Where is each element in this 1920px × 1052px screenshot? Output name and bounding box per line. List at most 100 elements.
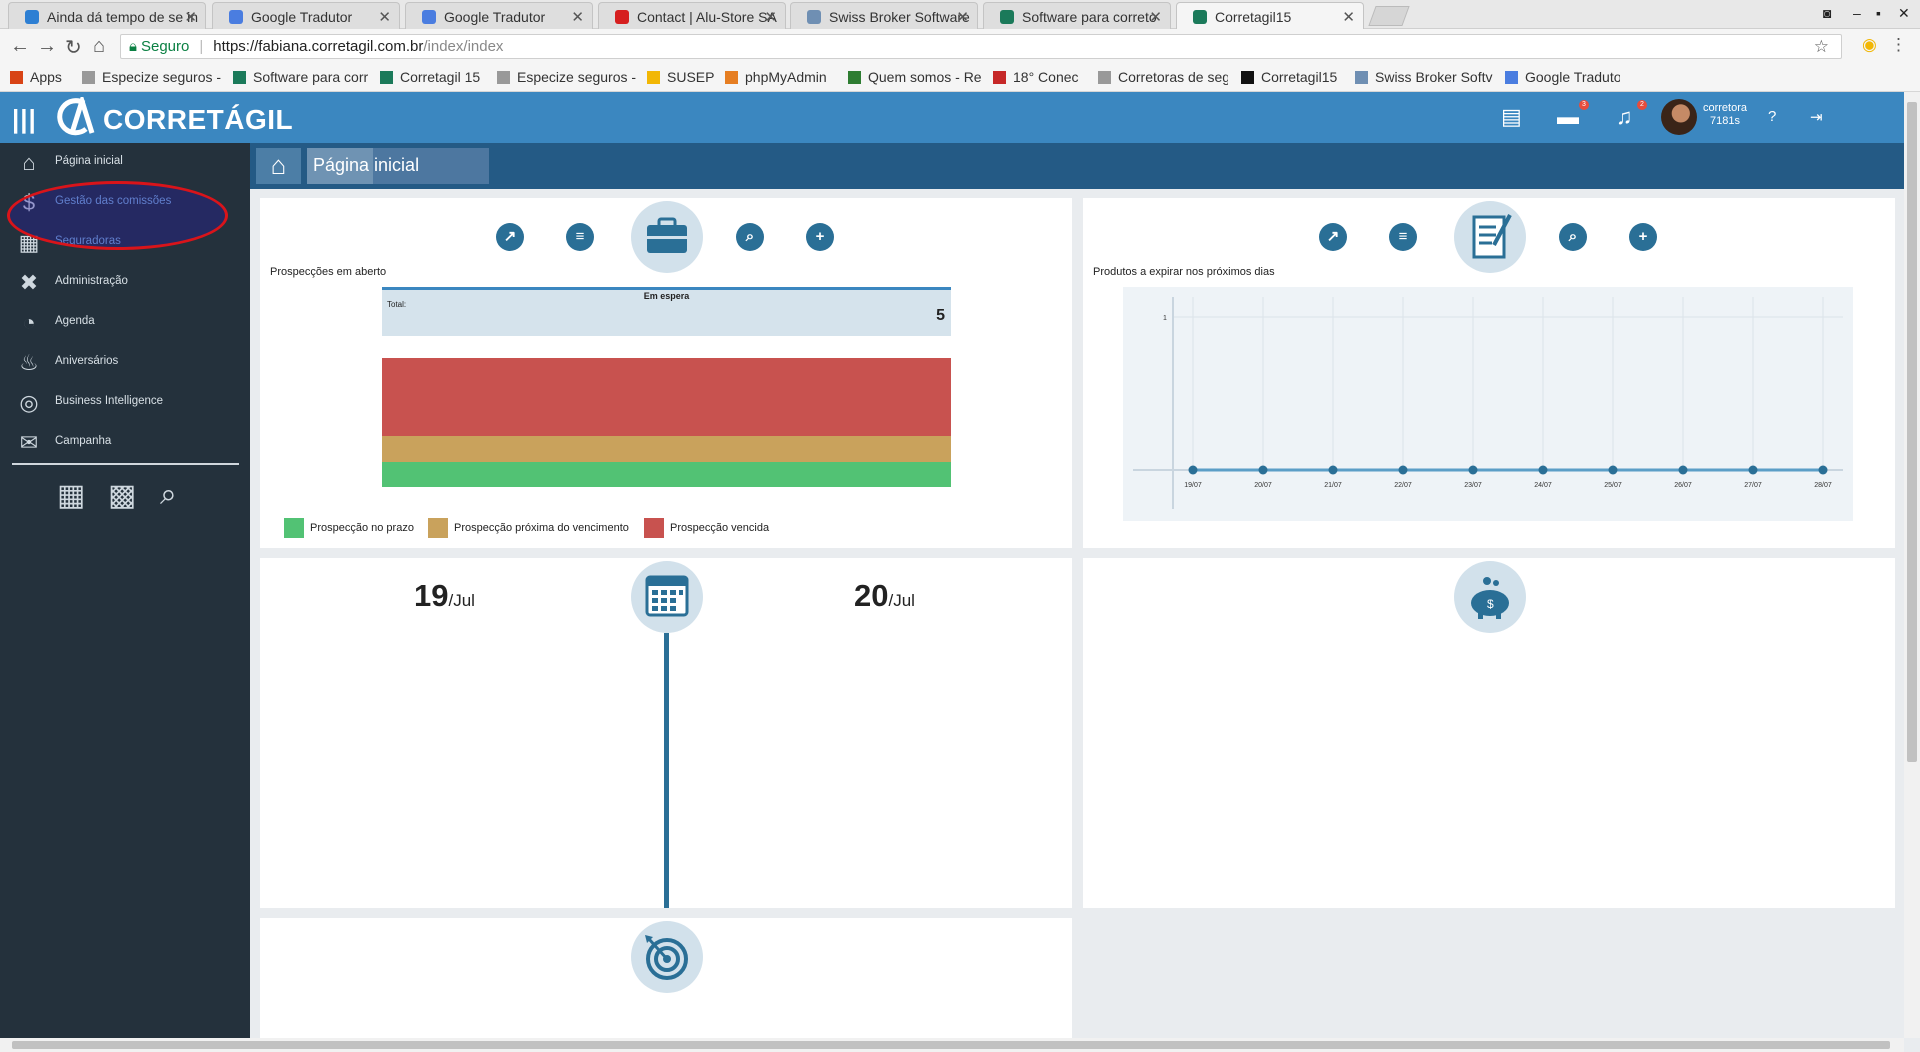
profile-icon[interactable]: ◙ <box>1823 5 1832 21</box>
produtos-line-chart: 1 19/07 20/07 21/07 22/07 23/07 24/07 25/07 26/0… <box>1123 287 1853 521</box>
horizontal-scrollbar[interactable] <box>0 1038 1904 1052</box>
add-icon[interactable]: + <box>1629 223 1657 251</box>
bookmark-item[interactable]: phpMyAdmin <box>725 69 835 85</box>
logout-icon[interactable]: ⇥ <box>1810 109 1823 126</box>
sidebar-item-alarm-clock[interactable]: ◔ Agenda <box>0 303 250 343</box>
sidebar-item-home[interactable]: ⌂ Página inicial <box>0 143 250 183</box>
forward-icon[interactable]: → <box>37 35 57 57</box>
sidebar-item-cake[interactable]: ♨ Aniversários <box>0 343 250 383</box>
tab-close-icon[interactable]: ✕ <box>764 9 777 26</box>
briefcase-panel-icon <box>631 201 703 273</box>
search-icon[interactable]: ⌕ <box>160 478 177 511</box>
window-close-icon[interactable]: ✕ <box>1898 5 1910 21</box>
tab-close-icon[interactable]: ✕ <box>378 9 391 26</box>
sidebar-item-campaign[interactable]: ✉ Campanha <box>0 423 250 463</box>
bar-vencida[interactable] <box>382 358 951 436</box>
lock-icon: 🔒︎ <box>129 38 137 55</box>
browser-menu-icon[interactable]: ⋮ <box>1890 35 1907 54</box>
user-name: corretora <box>1702 102 1748 114</box>
reload-icon[interactable]: ↻ <box>65 37 82 59</box>
calculator-icon[interactable]: ▩ <box>108 479 137 512</box>
sidebar-item-bi[interactable]: ◎ Business Intelligence <box>0 383 250 423</box>
search-zoom-icon[interactable]: ⌕ <box>1559 223 1587 251</box>
bookmark-favicon-icon <box>10 71 23 84</box>
newspaper-icon[interactable]: ▤ <box>1501 104 1522 129</box>
help-icon[interactable]: ? <box>1768 108 1777 125</box>
sidebar-item-label: Campanha <box>55 435 112 447</box>
sidebar-item-tools[interactable]: ✖ Administração <box>0 263 250 303</box>
bookmark-item[interactable]: Software para corr <box>233 69 368 85</box>
x-tick-label: 20/07 <box>1254 482 1272 489</box>
data-point[interactable] <box>1328 465 1338 475</box>
bookmark-star-icon[interactable]: ☆ <box>1813 37 1829 56</box>
bar-no-prazo[interactable] <box>382 462 951 487</box>
data-point[interactable] <box>1468 465 1478 475</box>
add-icon[interactable]: + <box>806 223 834 251</box>
data-point[interactable] <box>1678 465 1688 475</box>
list-icon[interactable]: ≡ <box>1389 223 1417 251</box>
browser-tab[interactable]: Contact | Alu-Store SA ✕ <box>598 2 786 29</box>
apps-grid-icon[interactable]: ▦ <box>57 479 86 512</box>
browser-tab[interactable]: Software para correto ✕ <box>983 2 1171 29</box>
sidebar-item-label: Aniversários <box>55 355 119 367</box>
bookmark-item[interactable]: Especize seguros - <box>497 69 637 85</box>
bookmark-item[interactable]: Corretagil 15 <box>380 69 485 85</box>
x-tick-label: 26/07 <box>1674 482 1692 489</box>
user-info[interactable]: corretora 7181s <box>1700 102 1750 128</box>
goals-panel <box>260 918 1072 1038</box>
url-field[interactable]: 🔒︎ Seguro | https://fabiana.corretagil.com.… <box>120 34 1842 59</box>
x-tick-label: 24/07 <box>1534 482 1552 489</box>
list-icon[interactable]: ≡ <box>566 223 594 251</box>
avatar[interactable] <box>1661 99 1697 135</box>
browser-tab[interactable]: Swiss Broker Software ✕ <box>790 2 978 29</box>
browser-tab[interactable]: Corretagil15 ✕ <box>1176 2 1364 29</box>
browser-tab[interactable]: Google Tradutor ✕ <box>212 2 400 29</box>
search-zoom-icon[interactable]: ⌕ <box>736 223 764 251</box>
new-tab-button[interactable] <box>1368 6 1410 26</box>
bookmark-item[interactable]: Especize seguros - <box>82 69 222 85</box>
chart-line-icon[interactable]: ↗ <box>496 223 524 251</box>
briefcase-icon[interactable]: ▬ <box>1557 104 1579 129</box>
data-point[interactable] <box>1258 465 1268 475</box>
browser-tab[interactable]: Ainda dá tempo de se in ✕ <box>8 2 206 29</box>
bookmark-favicon-icon <box>725 71 738 84</box>
bookmark-item[interactable]: SUSEP <box>647 69 717 85</box>
bookmark-item[interactable]: Swiss Broker Softv <box>1355 69 1495 85</box>
agenda-date-today[interactable]: 19/Jul <box>414 578 475 613</box>
chart-background <box>1123 287 1853 521</box>
bookmark-item[interactable]: 18° Conec <box>993 69 1088 85</box>
data-point[interactable] <box>1398 465 1408 475</box>
bookmark-item[interactable]: Corretoras de segu <box>1098 69 1228 85</box>
bar-proxima[interactable] <box>382 436 951 462</box>
tab-close-icon[interactable]: ✕ <box>1149 9 1162 26</box>
chart-line-icon[interactable]: ↗ <box>1319 223 1347 251</box>
bookmark-item[interactable]: Corretagil15 <box>1241 69 1341 85</box>
bookmark-item[interactable]: Google Tradutor <box>1505 69 1620 85</box>
em-espera-box[interactable]: Em espera Total: 5 <box>382 287 951 336</box>
bell-icon[interactable]: ♫ <box>1616 104 1633 129</box>
extension-icon[interactable]: ◉ <box>1862 35 1877 54</box>
x-tick-label: 19/07 <box>1184 482 1202 489</box>
tab-close-icon[interactable]: ✕ <box>571 9 584 26</box>
breadcrumb-home-icon[interactable]: ⌂ <box>256 148 301 184</box>
tab-close-icon[interactable]: ✕ <box>956 9 969 26</box>
bookmark-item[interactable]: Quem somos - Re <box>848 69 983 85</box>
menu-toggle-icon[interactable]: ||| <box>12 104 37 134</box>
vertical-scrollbar[interactable] <box>1904 92 1920 1038</box>
data-point[interactable] <box>1608 465 1618 475</box>
browser-tab[interactable]: Google Tradutor ✕ <box>405 2 593 29</box>
agenda-date-tomorrow[interactable]: 20/Jul <box>854 578 915 613</box>
bookmark-item[interactable]: Apps <box>10 69 70 85</box>
data-point[interactable] <box>1748 465 1758 475</box>
tab-close-icon[interactable]: ✕ <box>1342 9 1355 26</box>
tab-close-icon[interactable]: ✕ <box>184 9 197 26</box>
home-browser-icon[interactable]: ⌂ <box>93 35 106 57</box>
back-icon[interactable]: ← <box>10 35 30 57</box>
data-point[interactable] <box>1538 465 1548 475</box>
minimize-icon[interactable]: – <box>1853 5 1861 21</box>
data-point[interactable] <box>1188 465 1198 475</box>
x-tick-label: 27/07 <box>1744 482 1762 489</box>
data-point[interactable] <box>1818 465 1828 475</box>
maximize-icon[interactable]: ▪ <box>1876 5 1881 21</box>
produtos-title: Produtos a expirar nos próximos dias <box>1093 266 1275 278</box>
